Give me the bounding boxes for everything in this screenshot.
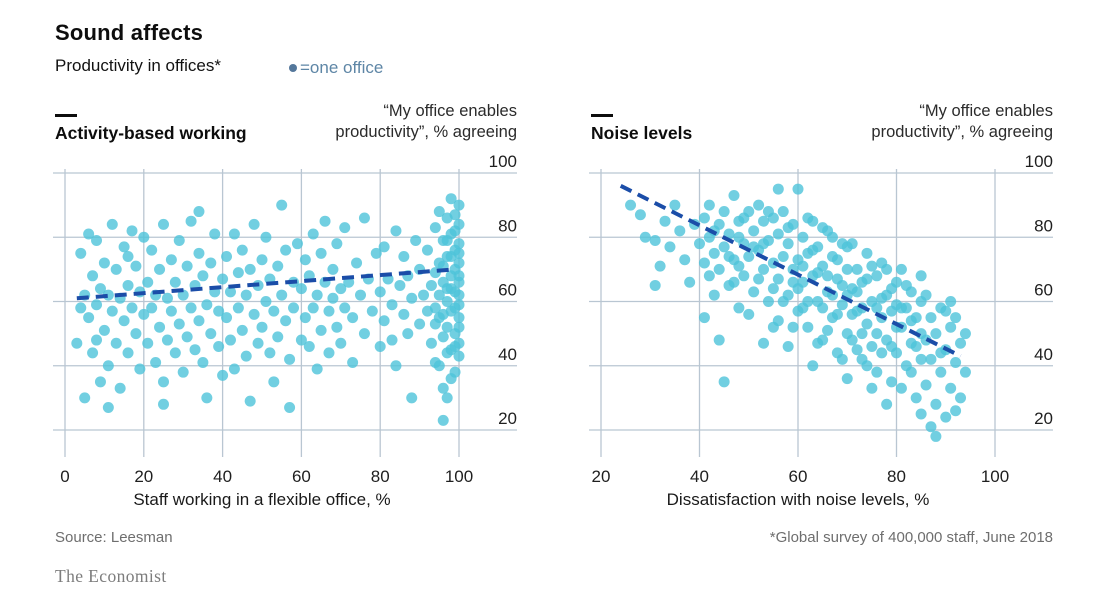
page-title: Sound affects [55, 20, 204, 45]
svg-text:100: 100 [489, 152, 517, 171]
svg-text:20: 20 [592, 467, 611, 486]
chart-subtitle: Productivity in offices* [55, 56, 221, 75]
y-axis-header-line1: “My office enables [383, 102, 517, 120]
chart-noise-levels: Noise levels “My office enables producti… [589, 100, 1053, 530]
svg-text:20: 20 [498, 409, 517, 428]
svg-text:80: 80 [371, 467, 390, 486]
svg-text:80: 80 [498, 216, 517, 235]
one-office-dot-icon [289, 64, 297, 72]
svg-text:0: 0 [60, 467, 69, 486]
svg-text:100: 100 [981, 467, 1009, 486]
y-axis-header: “My office enables productivity”, % agre… [335, 101, 517, 143]
y-axis-header-line2: productivity”, % agreeing [871, 123, 1053, 141]
footnote: *Global survey of 400,000 staff, June 20… [769, 529, 1053, 546]
svg-text:100: 100 [445, 467, 473, 486]
y-axis-header-line2: productivity”, % agreeing [335, 123, 517, 141]
svg-text:40: 40 [213, 467, 232, 486]
economist-wordmark: The Economist [55, 566, 167, 586]
svg-text:100: 100 [1025, 152, 1053, 171]
chart-title: Activity-based working [55, 123, 247, 143]
svg-text:20: 20 [134, 467, 153, 486]
y-axis-header: “My office enables productivity”, % agre… [871, 101, 1053, 143]
y-axis-header-line1: “My office enables [919, 102, 1053, 120]
svg-text:60: 60 [1034, 281, 1053, 300]
source-note: Source: Leesman [55, 529, 173, 546]
legend: =one office [289, 58, 383, 78]
series-key-dash [591, 114, 613, 117]
chart-title: Noise levels [591, 123, 693, 143]
svg-text:20: 20 [1034, 409, 1053, 428]
x-axis-title: Dissatisfaction with noise levels, % [666, 490, 930, 509]
series-key-dash [55, 114, 77, 117]
svg-text:40: 40 [1034, 345, 1053, 364]
svg-text:80: 80 [887, 467, 906, 486]
svg-text:40: 40 [498, 345, 517, 364]
scatter-plot: 0 20 40 60 80 100 100 80 60 40 20 [53, 152, 517, 486]
legend-label: =one office [300, 58, 384, 77]
svg-text:80: 80 [1034, 216, 1053, 235]
scatter-plot: 20 40 60 80 100 100 80 60 40 20 [589, 152, 1053, 486]
svg-text:60: 60 [292, 467, 311, 486]
svg-text:40: 40 [690, 467, 709, 486]
svg-text:60: 60 [498, 281, 517, 300]
svg-text:60: 60 [789, 467, 808, 486]
x-axis-title: Staff working in a flexible office, % [133, 490, 391, 509]
chart-activity-based-working: Activity-based working “My office enable… [53, 100, 517, 530]
